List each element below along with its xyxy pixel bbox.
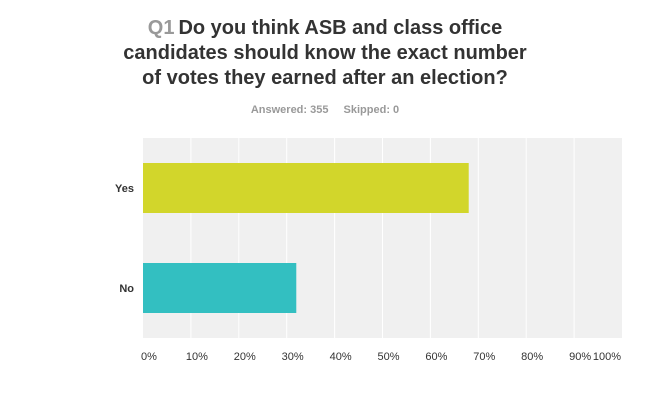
x-tick-label: 70% <box>473 351 495 363</box>
title-text-line-3: of votes they earned after an election? <box>142 67 508 89</box>
x-tick-label: 10% <box>186 351 208 363</box>
x-tick-labels: 0% 10% 20% 30% 40% 50% 60% 70% 80% 90% 100% <box>141 351 621 363</box>
skipped-count: Skipped: 0 <box>343 104 400 116</box>
chart-title: Q1 Do you think ASB and class office cand… <box>60 16 590 91</box>
x-tick-label: 40% <box>330 351 352 363</box>
category-labels: Yes No <box>115 183 134 295</box>
bar-no <box>143 263 297 313</box>
x-tick-label: 80% <box>521 351 543 363</box>
x-tick-label: 20% <box>234 351 256 363</box>
title-line-1: Q1 Do you think ASB and class office <box>60 16 590 41</box>
x-tick-label: 50% <box>377 351 399 363</box>
x-tick-label: 60% <box>425 351 447 363</box>
response-summary: Answered: 355 Skipped: 0 <box>0 104 650 116</box>
bars <box>143 163 469 313</box>
title-text-line-1: Do you think ASB and class office <box>178 17 503 39</box>
title-text-line-2: candidates should know the exact number <box>123 42 527 64</box>
x-tick-label: 30% <box>282 351 304 363</box>
x-tick-label: 0% <box>141 351 157 363</box>
x-tick-label: 100% <box>593 351 621 363</box>
category-label-yes: Yes <box>115 183 134 195</box>
answered-count: Answered: 355 <box>250 104 329 116</box>
category-label-no: No <box>119 283 134 295</box>
x-tick-label: 90% <box>569 351 591 363</box>
bar-yes <box>143 163 469 213</box>
question-number: Q1 <box>147 17 175 39</box>
